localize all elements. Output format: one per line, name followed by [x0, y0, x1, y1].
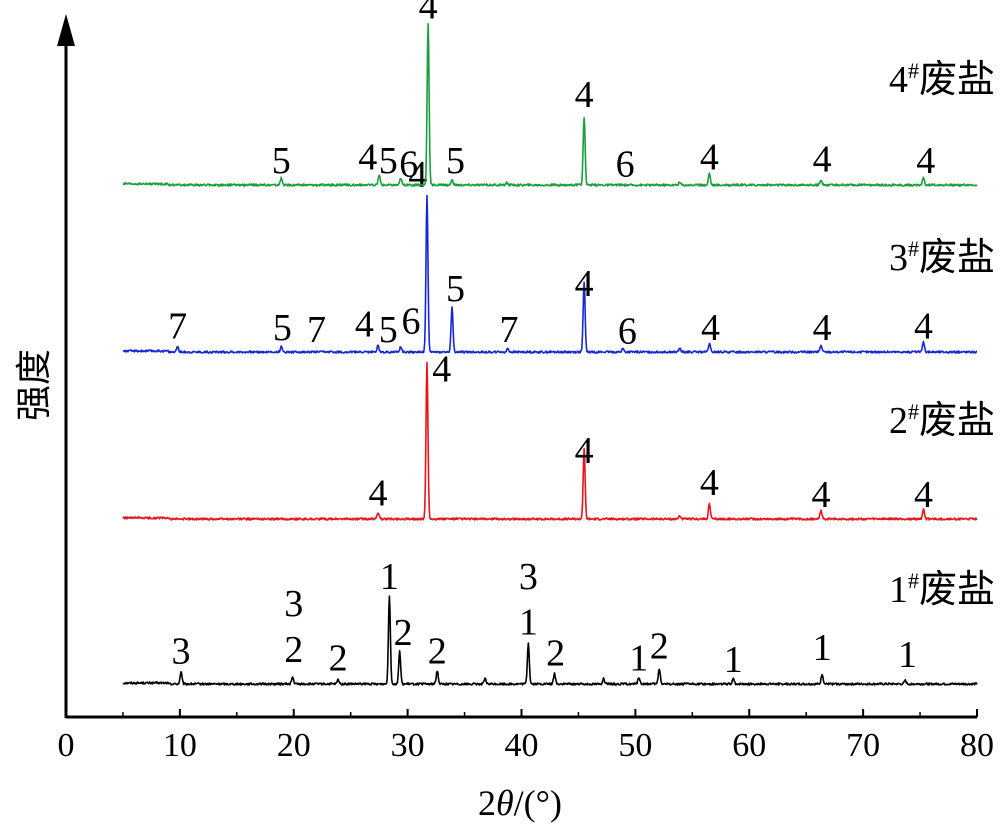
peak-label: 3	[519, 556, 538, 598]
peak-label: 7	[499, 309, 518, 351]
peak-label: 4	[700, 462, 719, 504]
peak-label: 6	[402, 300, 421, 342]
series-2: 4 4 4 4 4 4 2#废盐	[122, 348, 995, 521]
peak-label: 4	[701, 307, 720, 349]
x-tick-label: 10	[163, 727, 197, 764]
peak-label: 4	[813, 307, 832, 349]
peak-label: 1	[629, 637, 648, 679]
peak-label: 2	[394, 612, 413, 654]
series-label: 1#废盐	[889, 568, 995, 611]
peak-label: 4	[575, 430, 594, 472]
peak-label: 4	[916, 140, 935, 182]
peak-label: 4	[914, 305, 933, 347]
x-tick-label: 40	[505, 727, 539, 764]
peak-label: 1	[380, 556, 399, 598]
peak-label: 4	[575, 74, 594, 116]
peak-label: 4	[811, 474, 830, 516]
peak-label: 4	[914, 474, 933, 516]
peak-label: 1	[813, 627, 832, 669]
peak-label: 6	[618, 311, 637, 353]
peak-label: 4	[432, 348, 451, 390]
x-tick-label: 80	[960, 727, 994, 764]
x-tick-label: 70	[846, 727, 880, 764]
peak-label: 5	[446, 140, 465, 182]
peak-label: 4	[355, 304, 374, 346]
peak-label: 6	[616, 144, 635, 186]
series-line	[122, 194, 978, 354]
peak-label: 1	[898, 634, 917, 676]
x-tick-label: 20	[277, 727, 311, 764]
series-line	[122, 361, 978, 521]
series-line	[122, 595, 978, 686]
peak-label: 5	[379, 140, 398, 182]
x-tick-label: 30	[391, 727, 425, 764]
x-axis-title: 2θ/(°)	[478, 783, 562, 823]
peak-label: 2	[284, 629, 303, 671]
y-axis-arrow	[57, 14, 75, 46]
peak-label: 5	[273, 307, 292, 349]
peak-label: 5	[379, 309, 398, 351]
peak-label: 5	[446, 268, 465, 310]
axes: 0 10 20 30 40 50 60 70 80	[57, 14, 994, 764]
series-label: 3#废盐	[889, 236, 995, 279]
series-label: 2#废盐	[889, 399, 995, 442]
peak-label: 2	[329, 637, 348, 679]
peak-label: 3	[284, 583, 303, 625]
y-axis-title: 强度	[14, 349, 55, 421]
peak-label: 1	[519, 602, 538, 644]
series-label: 4#废盐	[889, 58, 995, 101]
peak-label: 7	[168, 305, 187, 347]
peak-label: 6	[399, 144, 418, 186]
peak-label: 1	[724, 639, 743, 681]
peak-label: 4	[575, 263, 594, 305]
series-line	[122, 22, 978, 187]
x-tick-label: 0	[58, 727, 75, 764]
peak-label: 4	[369, 472, 388, 514]
peak-label: 2	[428, 631, 447, 673]
peak-label: 4	[358, 137, 377, 179]
peak-label: 5	[272, 140, 291, 182]
x-tick-label: 50	[618, 727, 652, 764]
peak-label: 4	[700, 137, 719, 179]
peak-label: 3	[172, 631, 191, 673]
x-tick-label: 60	[732, 727, 766, 764]
peak-label: 2	[546, 632, 565, 674]
peak-label: 2	[650, 626, 669, 668]
peak-label: 7	[307, 309, 326, 351]
peak-label: 4	[813, 138, 832, 180]
peak-label: 4	[419, 0, 438, 27]
